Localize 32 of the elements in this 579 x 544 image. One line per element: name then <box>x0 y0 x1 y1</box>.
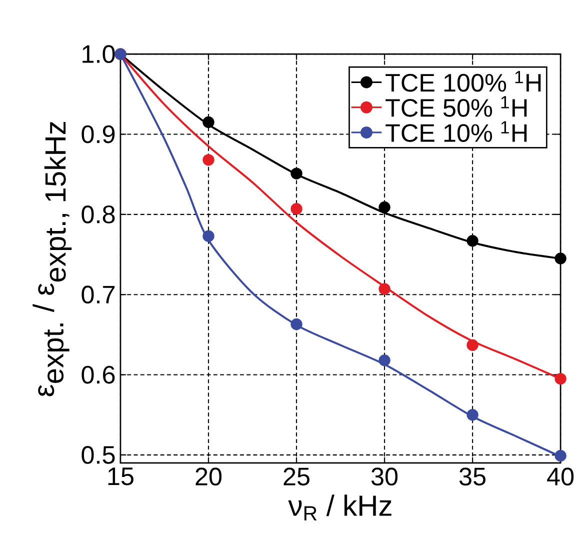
legend-label: TCE 100% $^{1}$H <box>386 71 541 92</box>
point <box>378 202 390 214</box>
x-axis-title: ν$_{R}$ / kHz <box>288 494 392 521</box>
x-tick-label: 15 <box>108 468 134 486</box>
point <box>290 318 302 330</box>
x-tick-label: 25 <box>284 468 310 486</box>
point <box>466 235 478 247</box>
point <box>466 339 478 352</box>
y-tick-label: 1.0 <box>82 45 115 64</box>
point <box>202 230 214 242</box>
point <box>554 252 566 265</box>
x-tick-label: 40 <box>547 468 574 486</box>
point <box>378 354 390 366</box>
point <box>290 168 302 180</box>
y-tick-label: 0.9 <box>82 126 115 144</box>
point <box>466 409 478 421</box>
point <box>378 283 390 296</box>
point <box>554 450 566 462</box>
x-tick-label: 30 <box>371 468 398 486</box>
point <box>290 203 302 215</box>
x-tick-label: 35 <box>459 468 486 486</box>
y-axis-title: $\mbox{ε}_{\mbox{expt.}}\mbox{ / }\mbox{ε}_{\mbox{expt., 15kHz}}$ <box>32 122 72 396</box>
legend-label: TCE 50% $^{1}$H <box>386 96 527 118</box>
point <box>554 373 566 385</box>
y-tick-label: 0.5 <box>82 446 115 464</box>
point <box>202 154 214 166</box>
y-tick-label: 0.6 <box>82 366 115 384</box>
point <box>202 116 214 128</box>
legend-label: TCE 10% $^{1}$H <box>386 121 527 142</box>
y-tick-label: 0.7 <box>82 286 115 304</box>
y-tick-label: 0.8 <box>82 206 115 224</box>
x-tick-label: 20 <box>196 468 222 486</box>
